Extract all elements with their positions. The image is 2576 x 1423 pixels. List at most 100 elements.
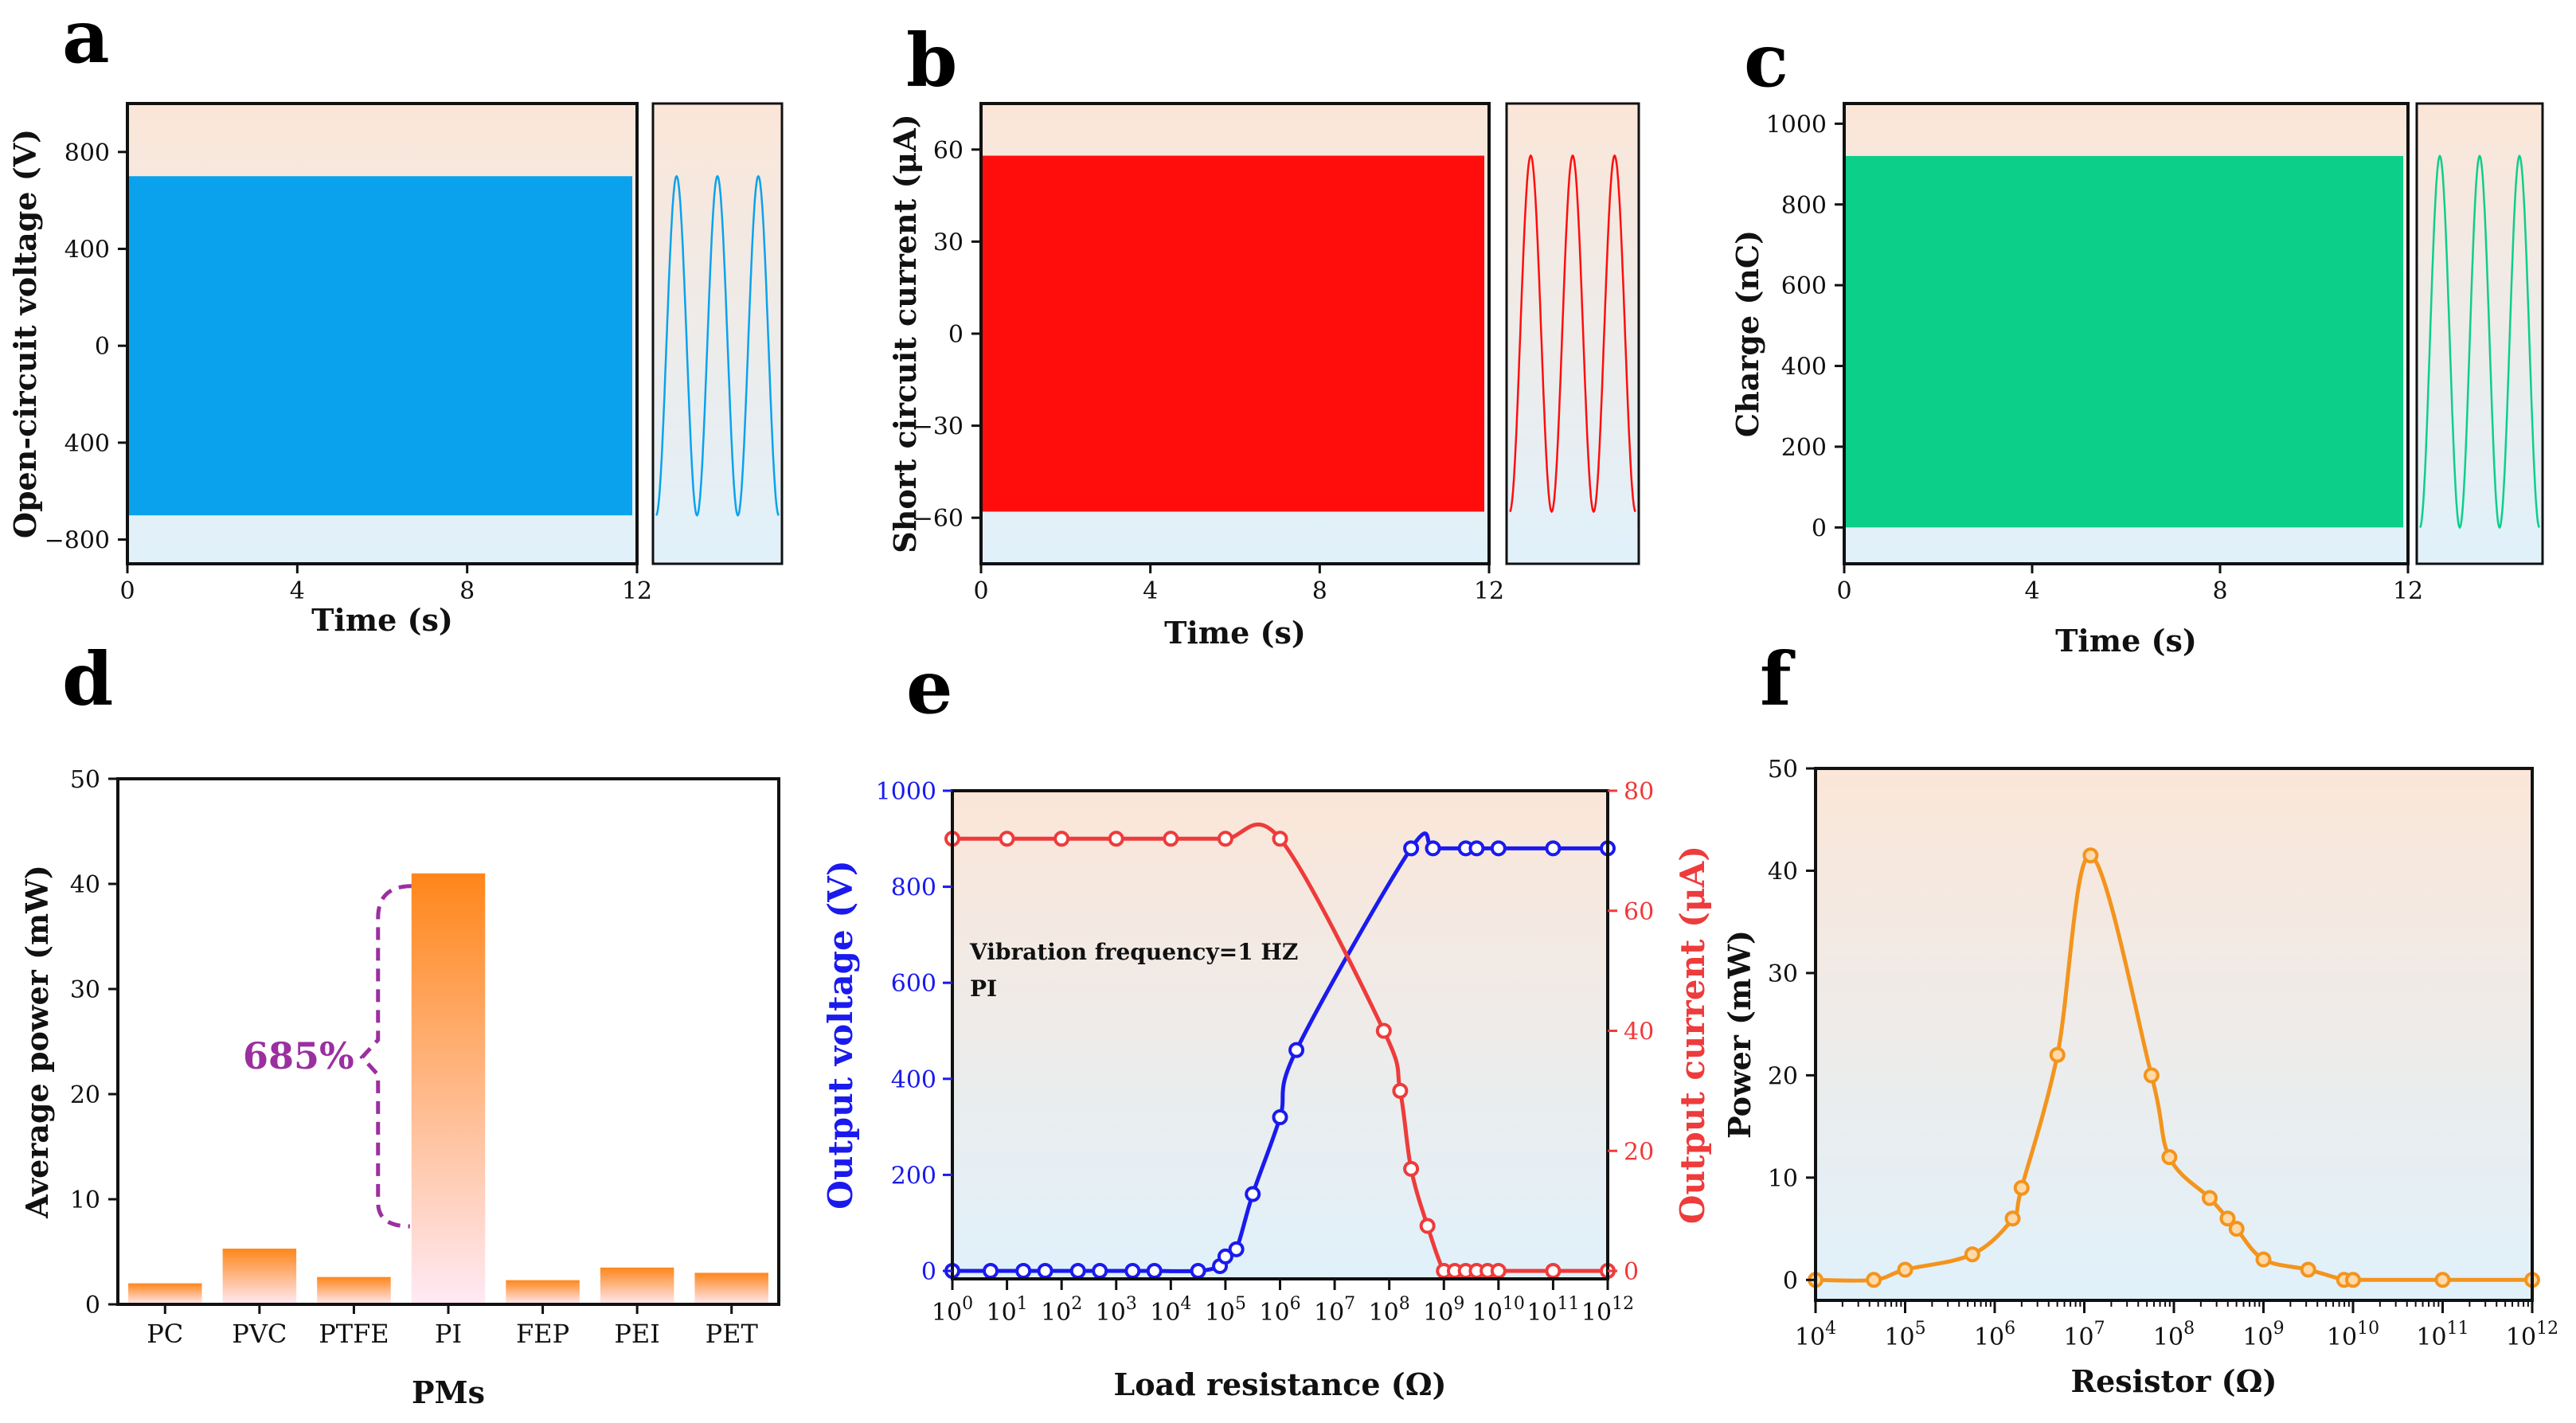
- plot-background: [1816, 768, 2532, 1300]
- data-point-voltage: [1146, 1263, 1163, 1279]
- data-point-voltage: [1190, 1263, 1206, 1279]
- left-axis-title: Output voltage (V): [821, 860, 860, 1209]
- chart-d-average-power: PC PVC PTFE PI FEP PEI PET 0 10 20 30 40 50 685% PMs Av…: [19, 766, 780, 1410]
- x-tick-label: 105: [1884, 1319, 1925, 1351]
- chart-c-charge: 1000 800 600 400 200 0 0 4 8 12 Time (s) Charge (nC…: [1730, 102, 2544, 659]
- data-point-voltage: [1288, 1042, 1305, 1058]
- panel-letter-d: d: [62, 636, 113, 722]
- y-tick-label: 10: [1768, 1165, 1798, 1193]
- plot-frame: [1843, 102, 2410, 565]
- x-tick-label: 8: [459, 577, 475, 605]
- data-point-current: [1490, 1263, 1507, 1279]
- data-point-voltage: [1228, 1241, 1245, 1257]
- data-point-voltage: [1092, 1263, 1108, 1279]
- signal-envelope: [1846, 155, 2403, 528]
- data-point-power: [2219, 1210, 2236, 1227]
- data-point-voltage: [1069, 1263, 1086, 1279]
- bar-pet: [694, 1272, 768, 1304]
- right-tick-label: 80: [1624, 778, 1654, 806]
- x-tick-label: 1011: [2416, 1319, 2469, 1351]
- y-tick-label: 800: [1781, 192, 1827, 220]
- data-point-current: [1419, 1218, 1436, 1234]
- x-tick-label: 107: [1314, 1294, 1355, 1327]
- y-tick-label: 60: [933, 137, 964, 165]
- x-axis-title: Resistor (Ω): [2071, 1363, 2277, 1399]
- right-tick-label: 20: [1624, 1138, 1654, 1166]
- x-tick-label: 1012: [1581, 1294, 1634, 1327]
- zoom-frame: [1505, 102, 1640, 565]
- signal-envelope: [129, 176, 632, 516]
- annotation-frequency: Vibration frequency=1 HZ: [969, 939, 1298, 965]
- chart-e-load-resistance: 0 200 400 600 800 1000 0 20 40 60 80 100 101 102 103 10…: [821, 778, 1712, 1402]
- y-tick-label: 0: [1783, 1267, 1798, 1295]
- data-point-voltage: [1245, 1186, 1261, 1202]
- y-axis-title: Open-circuit voltage (V): [7, 129, 43, 538]
- bar-ptfe: [317, 1276, 391, 1304]
- x-tick-label: 106: [1259, 1294, 1300, 1327]
- zoom-frame: [2415, 102, 2544, 565]
- y-tick-label: 0: [85, 1292, 100, 1319]
- y-tick-label: 30: [933, 229, 964, 256]
- x-tick-label: 12: [622, 577, 652, 605]
- panel-letter-a: a: [62, 0, 110, 80]
- data-point-voltage: [1217, 1248, 1233, 1265]
- data-point-current: [1108, 831, 1124, 847]
- chart-b-short-circuit-current: 60 30 0 −30 −60 0 4 8 12 Time (s) Short circuit cu…: [887, 102, 1640, 651]
- data-point-current: [1392, 1082, 1409, 1099]
- data-point-power: [2434, 1272, 2451, 1288]
- x-tick-label: 1012: [2506, 1319, 2558, 1351]
- data-point-voltage: [1490, 840, 1507, 857]
- x-tick-label: 108: [2153, 1319, 2195, 1351]
- category-label: PVC: [232, 1319, 287, 1349]
- x-tick-label: 0: [119, 577, 135, 605]
- plot-background: [952, 791, 1608, 1279]
- data-point-power: [2082, 847, 2099, 864]
- x-tick-label: 4: [2024, 577, 2039, 605]
- data-point-power: [2013, 1179, 2030, 1196]
- x-tick-label: 8: [2212, 577, 2227, 605]
- x-tick-label: 0: [1836, 577, 1851, 605]
- data-point-voltage: [1425, 840, 1441, 857]
- category-label: PET: [706, 1319, 759, 1349]
- y-axis-title: Power (mW): [1722, 930, 1757, 1139]
- y-axis-title: Short circuit current (μA): [887, 114, 923, 553]
- x-tick-label: 109: [1423, 1294, 1464, 1327]
- x-tick-label: 102: [1041, 1294, 1082, 1327]
- x-axis-title: Load resistance (Ω): [1113, 1366, 1446, 1402]
- data-point-power: [2049, 1046, 2066, 1063]
- zoom-background: [2417, 104, 2543, 564]
- x-tick-label: 108: [1369, 1294, 1410, 1327]
- category-label: PTFE: [319, 1319, 389, 1349]
- zoom-background: [653, 104, 782, 564]
- category-label: PC: [147, 1319, 183, 1349]
- bar-pc: [128, 1283, 202, 1304]
- bar-pvc: [222, 1249, 297, 1304]
- data-point-current: [1217, 831, 1233, 847]
- y-tick-label: 30: [70, 976, 100, 1004]
- x-tick-label: 101: [986, 1294, 1027, 1327]
- y-tick-label: 400: [64, 237, 110, 264]
- y-tick-label: 200: [1781, 434, 1827, 462]
- data-point-power: [2004, 1210, 2021, 1227]
- y-tick-label: 800: [64, 139, 110, 167]
- x-tick-label: 109: [2242, 1319, 2284, 1351]
- data-point-power: [2228, 1221, 2245, 1237]
- right-tick-label: 0: [1624, 1258, 1639, 1286]
- x-tick-label: 104: [1150, 1294, 1191, 1327]
- y-axis-title: Charge (nC): [1730, 230, 1765, 437]
- data-point-power: [2255, 1251, 2272, 1268]
- data-point-voltage: [1272, 1109, 1288, 1126]
- increase-annotation: 685%: [243, 1034, 354, 1077]
- x-tick-label: 105: [1205, 1294, 1246, 1327]
- data-point-current: [999, 831, 1015, 847]
- data-point-voltage: [1468, 840, 1485, 857]
- y-tick-label: 400: [1781, 354, 1827, 381]
- data-point-current: [1545, 1263, 1562, 1279]
- right-tick-label: 40: [1624, 1018, 1654, 1046]
- y-tick-label: −800: [45, 527, 110, 555]
- data-point-current: [1403, 1160, 1420, 1177]
- panel-letter-b: b: [906, 18, 957, 104]
- y-tick-label: 50: [1768, 756, 1798, 784]
- x-tick-label: 106: [1974, 1319, 2015, 1351]
